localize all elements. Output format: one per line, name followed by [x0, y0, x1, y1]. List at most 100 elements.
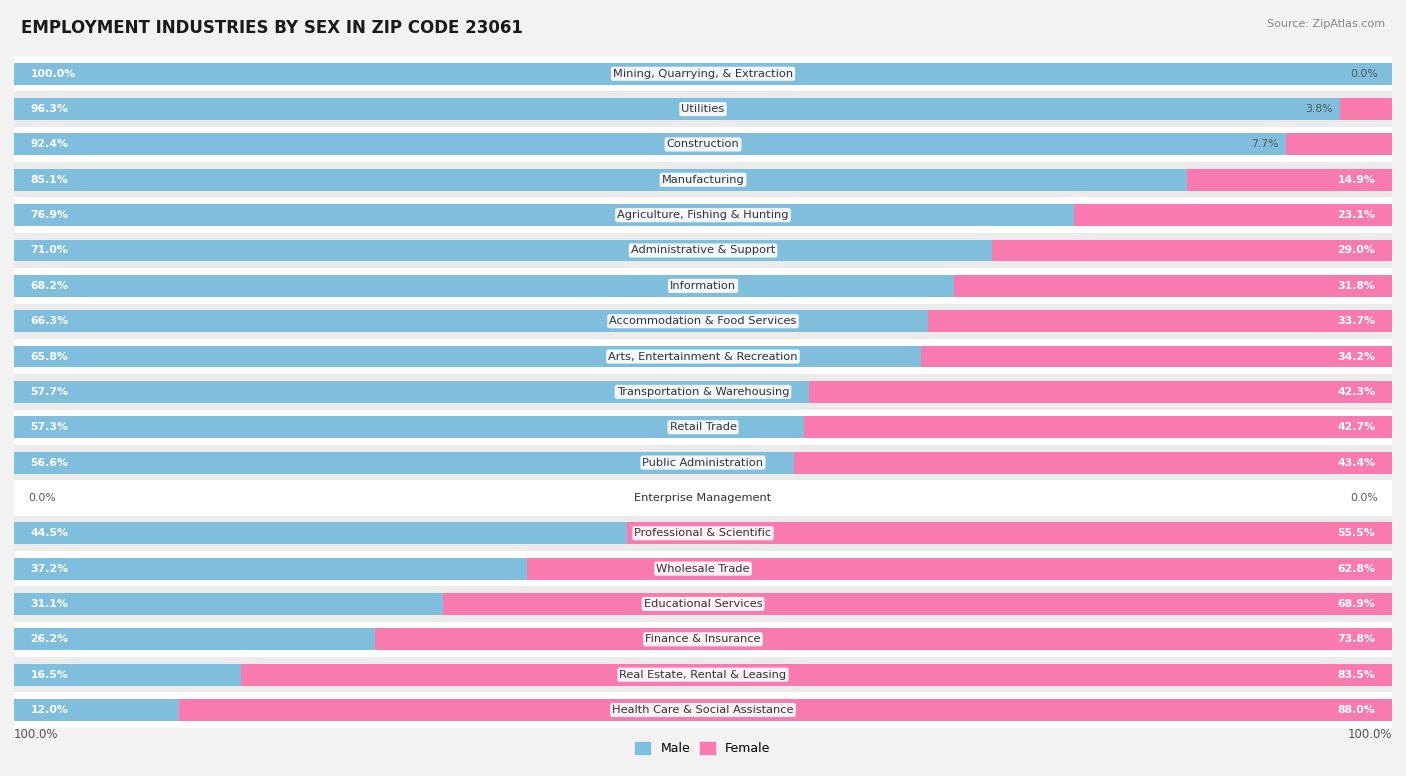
Bar [14, 240, 993, 262]
Text: Manufacturing: Manufacturing [662, 175, 744, 185]
Bar [14, 410, 1392, 445]
Bar [14, 162, 1392, 197]
Bar [14, 452, 794, 473]
Text: 66.3%: 66.3% [31, 316, 69, 326]
Bar [921, 345, 1392, 368]
Text: 33.7%: 33.7% [1337, 316, 1375, 326]
Text: 62.8%: 62.8% [1337, 563, 1375, 573]
Bar [375, 629, 1392, 650]
Bar [14, 593, 443, 615]
Bar [14, 56, 1392, 92]
Bar [180, 699, 1392, 721]
Bar [14, 310, 928, 332]
Bar [14, 92, 1392, 126]
Bar [993, 240, 1392, 262]
Legend: Male, Female: Male, Female [630, 737, 776, 760]
Text: 16.5%: 16.5% [31, 670, 69, 680]
Bar [14, 445, 1392, 480]
Text: 44.5%: 44.5% [31, 528, 69, 539]
Text: 73.8%: 73.8% [1337, 634, 1375, 644]
Bar [14, 522, 627, 544]
Text: 96.3%: 96.3% [31, 104, 69, 114]
Bar [14, 622, 1392, 657]
Text: 0.0%: 0.0% [1350, 493, 1378, 503]
Text: 0.0%: 0.0% [1350, 69, 1378, 78]
Text: Professional & Scientific: Professional & Scientific [634, 528, 772, 539]
Text: 3.8%: 3.8% [1305, 104, 1333, 114]
Text: 55.5%: 55.5% [1337, 528, 1375, 539]
Text: Health Care & Social Assistance: Health Care & Social Assistance [612, 705, 794, 715]
Bar [14, 303, 1392, 339]
Text: 37.2%: 37.2% [31, 563, 69, 573]
Text: 31.1%: 31.1% [31, 599, 69, 609]
Text: 31.8%: 31.8% [1337, 281, 1375, 291]
Bar [14, 699, 180, 721]
Bar [14, 374, 1392, 410]
Text: 56.6%: 56.6% [31, 458, 69, 468]
Text: Administrative & Support: Administrative & Support [631, 245, 775, 255]
Text: 42.7%: 42.7% [1337, 422, 1375, 432]
Bar [14, 133, 1288, 155]
Bar [1074, 204, 1392, 226]
Text: Educational Services: Educational Services [644, 599, 762, 609]
Text: Finance & Insurance: Finance & Insurance [645, 634, 761, 644]
Bar [14, 233, 1392, 268]
Text: 83.5%: 83.5% [1337, 670, 1375, 680]
Text: Retail Trade: Retail Trade [669, 422, 737, 432]
Bar [14, 126, 1392, 162]
Text: Public Administration: Public Administration [643, 458, 763, 468]
Bar [804, 416, 1392, 438]
Bar [14, 268, 1392, 303]
Text: 68.2%: 68.2% [31, 281, 69, 291]
Text: 42.3%: 42.3% [1337, 387, 1375, 397]
Text: 43.4%: 43.4% [1337, 458, 1375, 468]
Text: Accommodation & Food Services: Accommodation & Food Services [609, 316, 797, 326]
Bar [14, 416, 804, 438]
Bar [14, 663, 242, 686]
Text: Utilities: Utilities [682, 104, 724, 114]
Text: 26.2%: 26.2% [31, 634, 69, 644]
Text: 100.0%: 100.0% [31, 69, 76, 78]
Text: EMPLOYMENT INDUSTRIES BY SEX IN ZIP CODE 23061: EMPLOYMENT INDUSTRIES BY SEX IN ZIP CODE… [21, 19, 523, 37]
Text: Mining, Quarrying, & Extraction: Mining, Quarrying, & Extraction [613, 69, 793, 78]
Text: 85.1%: 85.1% [31, 175, 69, 185]
Bar [14, 657, 1392, 692]
Text: 68.9%: 68.9% [1337, 599, 1375, 609]
Text: Agriculture, Fishing & Hunting: Agriculture, Fishing & Hunting [617, 210, 789, 220]
Text: Construction: Construction [666, 140, 740, 150]
Text: 57.7%: 57.7% [31, 387, 69, 397]
Bar [14, 63, 1392, 85]
Bar [627, 522, 1392, 544]
Text: 34.2%: 34.2% [1337, 352, 1375, 362]
Bar [808, 381, 1392, 403]
Text: 71.0%: 71.0% [31, 245, 69, 255]
Text: 92.4%: 92.4% [31, 140, 69, 150]
Bar [14, 558, 527, 580]
Text: 100.0%: 100.0% [1347, 729, 1392, 741]
Text: Arts, Entertainment & Recreation: Arts, Entertainment & Recreation [609, 352, 797, 362]
Bar [14, 515, 1392, 551]
Text: 57.3%: 57.3% [31, 422, 69, 432]
Bar [953, 275, 1392, 296]
Bar [527, 558, 1392, 580]
Bar [928, 310, 1392, 332]
Text: Wholesale Trade: Wholesale Trade [657, 563, 749, 573]
Text: 65.8%: 65.8% [31, 352, 69, 362]
Text: 76.9%: 76.9% [31, 210, 69, 220]
Bar [14, 587, 1392, 622]
Text: Enterprise Management: Enterprise Management [634, 493, 772, 503]
Bar [14, 345, 921, 368]
Bar [14, 480, 1392, 515]
Bar [14, 381, 808, 403]
Text: 88.0%: 88.0% [1337, 705, 1375, 715]
Bar [14, 551, 1392, 587]
Text: 14.9%: 14.9% [1337, 175, 1375, 185]
Text: 12.0%: 12.0% [31, 705, 69, 715]
Bar [242, 663, 1392, 686]
Text: 0.0%: 0.0% [28, 493, 56, 503]
Bar [14, 98, 1341, 120]
Bar [1340, 98, 1392, 120]
Bar [14, 629, 375, 650]
Text: Information: Information [669, 281, 737, 291]
Text: 7.7%: 7.7% [1251, 140, 1279, 150]
